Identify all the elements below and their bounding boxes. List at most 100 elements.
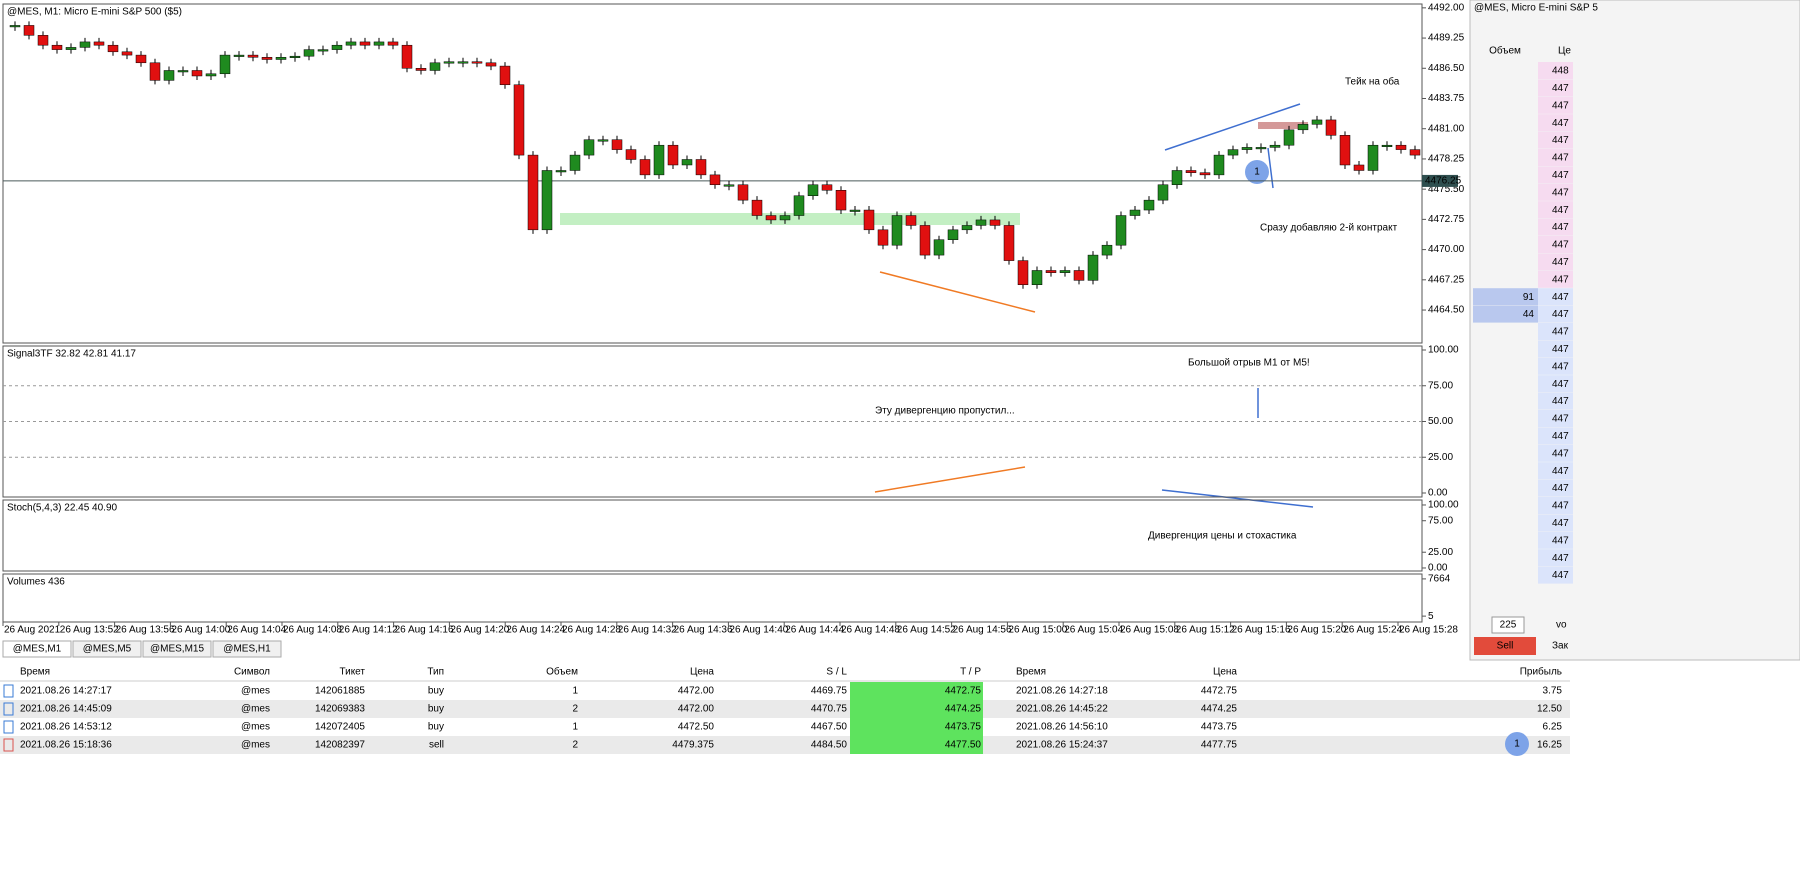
dom-price-cell[interactable] bbox=[1538, 427, 1573, 445]
candle bbox=[1297, 124, 1309, 131]
dom-price-cell[interactable] bbox=[1538, 131, 1573, 149]
candle bbox=[261, 57, 273, 60]
dom-price: 447 bbox=[1552, 187, 1569, 198]
y-tick-label: 75.00 bbox=[1428, 380, 1453, 391]
dom-price-cell[interactable] bbox=[1538, 323, 1573, 340]
dom-price-cell[interactable] bbox=[1538, 549, 1573, 567]
tab-label[interactable]: @MES,M5 bbox=[83, 644, 132, 655]
tab[interactable] bbox=[142, 640, 212, 658]
dom-price-cell[interactable] bbox=[1538, 183, 1573, 201]
candle bbox=[947, 229, 959, 240]
dom-price-cell[interactable] bbox=[1538, 444, 1573, 462]
dom-price-cell[interactable] bbox=[1538, 201, 1573, 219]
arrow bbox=[1164, 103, 1301, 151]
dom-price-cell[interactable] bbox=[1538, 514, 1573, 532]
candle bbox=[1269, 144, 1281, 148]
close-label[interactable]: Зак bbox=[1552, 641, 1569, 652]
table-header: Объем bbox=[546, 666, 578, 678]
table-cell: 2021.08.26 15:24:37 bbox=[1016, 740, 1108, 751]
candle bbox=[107, 44, 119, 53]
candle bbox=[1031, 270, 1043, 286]
candle bbox=[191, 70, 203, 77]
dom-price-cell[interactable] bbox=[1538, 566, 1573, 584]
dom-price-cell[interactable] bbox=[1538, 166, 1573, 184]
candle bbox=[1171, 170, 1183, 186]
panel-frame bbox=[2, 3, 1423, 344]
x-tick-label: 26 Aug 14:40 bbox=[729, 625, 788, 636]
y-tick-label: 100.00 bbox=[1428, 500, 1459, 511]
table-cell: 16.25 bbox=[1537, 740, 1562, 751]
candle bbox=[23, 25, 35, 36]
table-header: Время bbox=[1016, 667, 1046, 678]
dom-price: 447 bbox=[1552, 222, 1569, 233]
table-cell: @mes bbox=[241, 704, 270, 715]
dom-price-cell[interactable] bbox=[1538, 479, 1573, 497]
candle bbox=[863, 209, 875, 231]
candle bbox=[639, 159, 651, 176]
tab-label[interactable]: @MES,H1 bbox=[223, 644, 271, 655]
candle bbox=[1325, 119, 1337, 136]
dom-price-cell[interactable] bbox=[1538, 253, 1573, 271]
dom-price: 447 bbox=[1552, 535, 1569, 546]
dom-price-cell[interactable] bbox=[1538, 375, 1573, 393]
arrow bbox=[1161, 489, 1314, 508]
dom-col: Це bbox=[1558, 46, 1571, 57]
dom-price: 447 bbox=[1552, 240, 1569, 251]
dom-price-cell[interactable] bbox=[1538, 96, 1573, 114]
sell-button[interactable] bbox=[1474, 637, 1536, 655]
table-row[interactable] bbox=[0, 736, 1570, 754]
table-cell: buy bbox=[428, 704, 444, 715]
qty-box[interactable] bbox=[1491, 616, 1525, 634]
dom-price-cell[interactable] bbox=[1538, 357, 1573, 375]
table-row[interactable] bbox=[0, 718, 1570, 736]
candle bbox=[275, 57, 287, 60]
row-marker-label: 1 bbox=[1514, 739, 1520, 750]
tab-label[interactable]: @MES,M15 bbox=[150, 644, 204, 655]
candle bbox=[401, 44, 413, 69]
candle bbox=[611, 139, 623, 150]
panel-frame bbox=[2, 573, 1423, 623]
candle bbox=[737, 184, 749, 201]
candle bbox=[513, 84, 525, 156]
dom-price-cell[interactable] bbox=[1538, 340, 1573, 358]
dom-price-cell[interactable] bbox=[1538, 410, 1573, 427]
x-tick-label: 26 Aug 15:24 bbox=[1343, 625, 1402, 636]
dom-price-cell[interactable] bbox=[1538, 218, 1573, 236]
tab[interactable] bbox=[2, 640, 72, 658]
y-tick-label: 4486.50 bbox=[1428, 63, 1465, 74]
dom-price-cell[interactable] bbox=[1538, 114, 1573, 132]
dom-price-cell[interactable] bbox=[1538, 305, 1573, 323]
candle bbox=[905, 215, 917, 226]
dom-price-cell[interactable] bbox=[1538, 79, 1573, 97]
candle bbox=[135, 54, 147, 64]
annotation: Дивергенция цены и стохастика bbox=[1148, 531, 1297, 542]
qty[interactable]: 225 bbox=[1500, 620, 1517, 631]
candle bbox=[359, 41, 371, 46]
dom-price-cell[interactable] bbox=[1538, 288, 1573, 306]
tab-label[interactable]: @MES,M1 bbox=[13, 644, 62, 655]
table-row[interactable] bbox=[0, 700, 1570, 718]
tab[interactable] bbox=[212, 640, 282, 658]
panel-frame bbox=[2, 499, 1423, 572]
tab[interactable] bbox=[72, 640, 142, 658]
table-row[interactable] bbox=[0, 682, 1570, 700]
sell-label[interactable]: Sell bbox=[1497, 641, 1514, 652]
candle bbox=[429, 62, 441, 71]
x-tick-label: 26 Aug 14:12 bbox=[339, 625, 398, 636]
candle bbox=[681, 159, 693, 166]
dom-title: @MES, Micro E-mini S&P 5 bbox=[1474, 3, 1598, 14]
table-cell: 4472.00 bbox=[678, 704, 715, 715]
dom-price-cell[interactable] bbox=[1538, 62, 1573, 79]
current-price-box bbox=[1422, 174, 1458, 187]
table-cell: 4472.00 bbox=[678, 686, 715, 697]
y-tick-label: 0.00 bbox=[1428, 488, 1448, 499]
dom-price-cell[interactable] bbox=[1538, 270, 1573, 288]
table-header: Время bbox=[20, 667, 50, 678]
dom-price-cell[interactable] bbox=[1538, 149, 1573, 166]
dom-price-cell[interactable] bbox=[1538, 392, 1573, 410]
dom-price-cell[interactable] bbox=[1538, 462, 1573, 480]
dom-price-cell[interactable] bbox=[1538, 236, 1573, 253]
dom-price-cell[interactable] bbox=[1538, 497, 1573, 514]
table-cell: 3.75 bbox=[1543, 686, 1563, 697]
dom-price-cell[interactable] bbox=[1538, 531, 1573, 549]
